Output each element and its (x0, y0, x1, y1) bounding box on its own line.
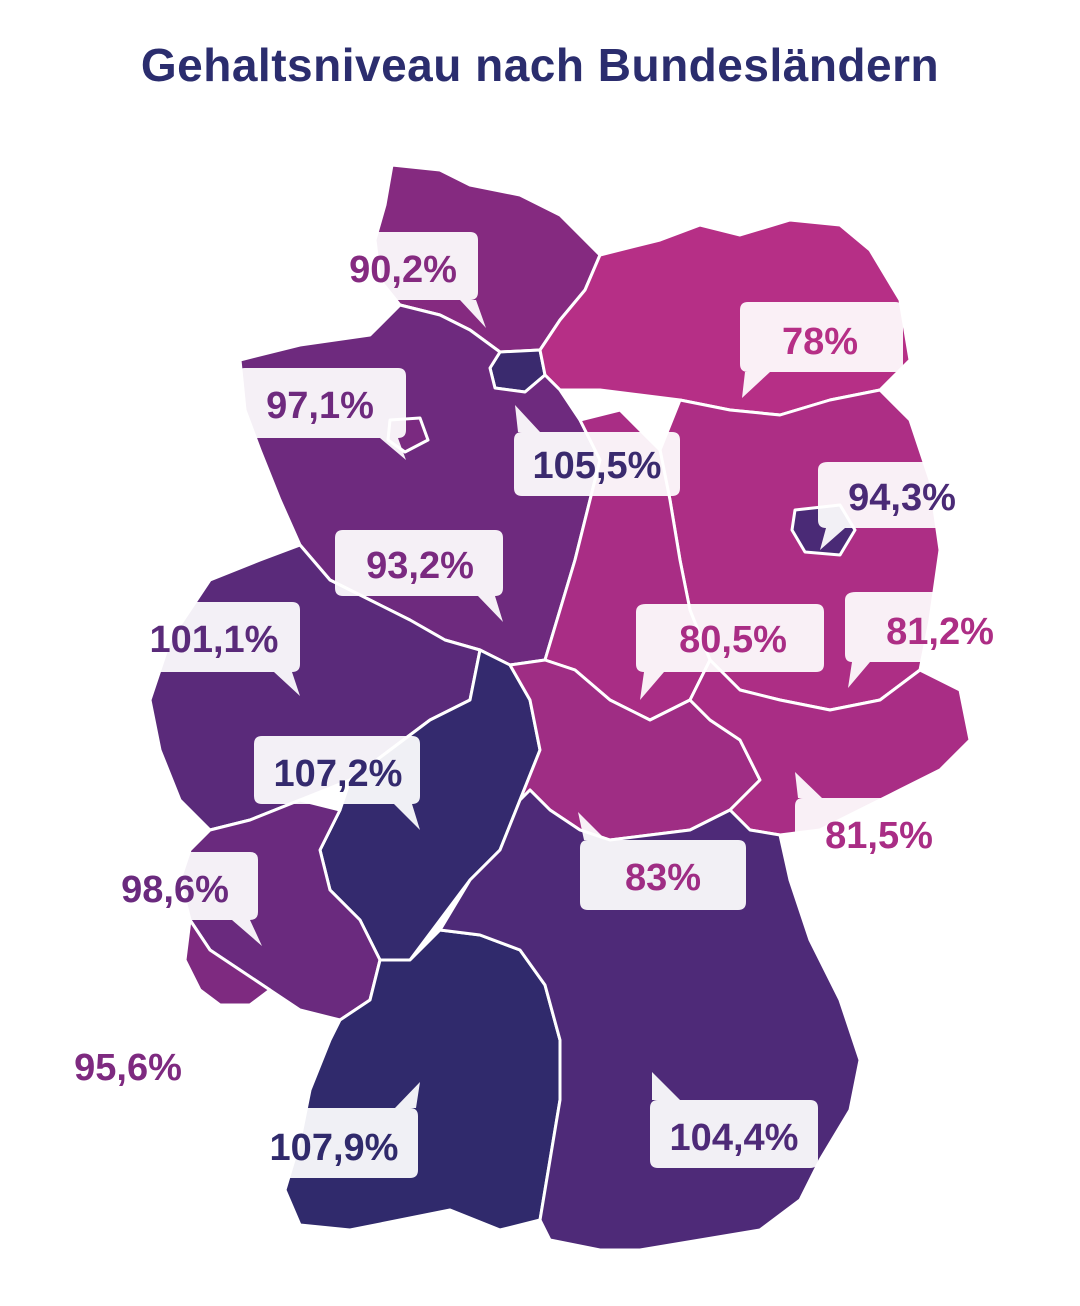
label-rp: 98,6% (121, 869, 229, 911)
callout-sn: 81,5% (795, 772, 963, 868)
label-sn: 81,5% (825, 815, 933, 857)
callout-ni: 97,1% (237, 368, 406, 460)
callout-st: 80,5% (636, 604, 824, 700)
label-sl: 95,6% (74, 1047, 182, 1089)
callout-he: 107,2% (254, 736, 420, 830)
callout-nw: 101,1% (128, 602, 300, 696)
label-he: 107,2% (274, 753, 403, 795)
label-th: 83% (625, 857, 701, 899)
label-bb: 81,2% (886, 611, 994, 653)
label-st: 80,5% (679, 619, 787, 661)
callout-by: 104,4% (650, 1072, 818, 1168)
label-bw: 107,9% (270, 1127, 399, 1169)
label-hh: 105,5% (533, 445, 662, 487)
label-mv: 78% (782, 321, 858, 363)
callout-sl: 95,6% (44, 1005, 214, 1100)
callout-mv: 78% (740, 302, 903, 398)
page-title: Gehaltsniveau nach Bundesländern (140, 39, 940, 91)
callout-hh: 105,5% (514, 405, 680, 496)
callout-bw: 107,9% (250, 1082, 420, 1178)
callout-rp: 98,6% (92, 852, 262, 946)
label-sh: 90,2% (349, 249, 457, 291)
callout-be: 94,3% (818, 462, 988, 550)
label-nw: 101,1% (150, 619, 279, 661)
callout-sh: 90,2% (324, 232, 486, 328)
callout-th: 83% (578, 812, 746, 910)
label-be: 94,3% (848, 477, 956, 519)
label-by: 104,4% (670, 1117, 799, 1159)
label-hb: 93,2% (366, 545, 474, 587)
callout-hb: 93,2% (335, 530, 503, 622)
state-saarland[interactable] (183, 918, 272, 1007)
label-ni: 97,1% (266, 385, 374, 427)
callout-bb: 81,2% (845, 592, 1036, 688)
